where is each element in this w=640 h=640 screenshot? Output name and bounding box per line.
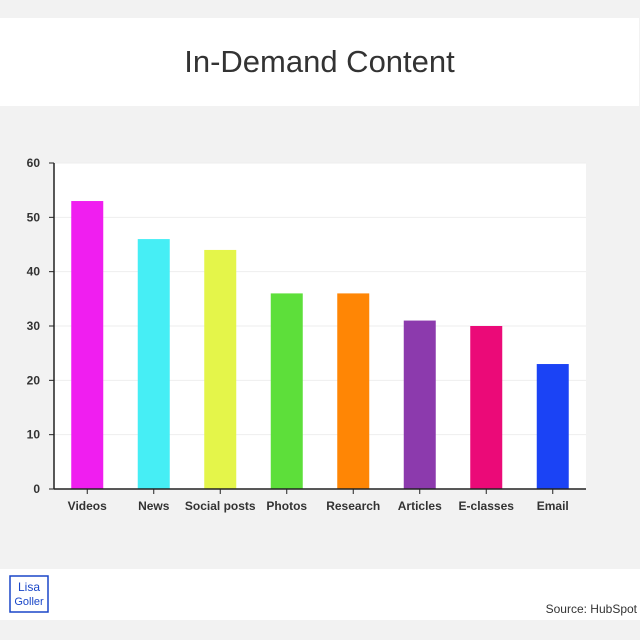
bar-videos	[71, 201, 104, 489]
bar-articles	[403, 320, 436, 489]
bar-social-posts	[204, 249, 237, 489]
bars	[71, 201, 569, 489]
x-tick-label: News	[138, 499, 170, 513]
chart-title: In-Demand Content	[184, 44, 455, 79]
source-caption: Source: HubSpot	[545, 602, 637, 616]
y-tick-label: 10	[27, 428, 41, 442]
y-axis-ticks: 0 10 20 30 40 50 60	[27, 156, 54, 496]
x-tick-label: Social posts	[185, 499, 256, 513]
x-axis-labels: Videos News Social posts Photos Research Arti…	[68, 489, 569, 513]
logo-frame	[9, 575, 49, 613]
bar-research	[337, 293, 370, 489]
x-tick-label: Photos	[266, 499, 307, 513]
logo-text-line2: Goller	[14, 596, 44, 608]
bar-e-classes	[470, 326, 503, 489]
bar-photos	[270, 293, 303, 489]
x-tick-label: Videos	[68, 499, 107, 513]
y-tick-label: 30	[27, 319, 41, 333]
bar-email	[536, 364, 569, 489]
lisa-goller-logo[interactable]: Lisa Goller	[8, 573, 50, 615]
chart-area: 0 10 20 30 40 50 60 Videos News Social posts Phot…	[0, 150, 640, 530]
bar-chart: 0 10 20 30 40 50 60 Videos News Social posts Phot…	[27, 156, 586, 513]
bar-news	[137, 239, 170, 489]
x-tick-label: Articles	[398, 499, 442, 513]
y-tick-label: 40	[27, 265, 41, 279]
x-tick-label: E-classes	[459, 499, 515, 513]
y-tick-label: 60	[27, 156, 41, 170]
y-tick-label: 20	[27, 373, 41, 387]
title-band: In-Demand Content	[0, 18, 639, 106]
x-tick-label: Research	[326, 499, 380, 513]
x-tick-label: Email	[537, 499, 569, 513]
footer: Lisa Goller Source: HubSpot	[0, 569, 640, 620]
logo-text-line1: Lisa	[18, 580, 40, 594]
y-tick-label: 0	[33, 482, 40, 496]
y-tick-label: 50	[27, 210, 41, 224]
